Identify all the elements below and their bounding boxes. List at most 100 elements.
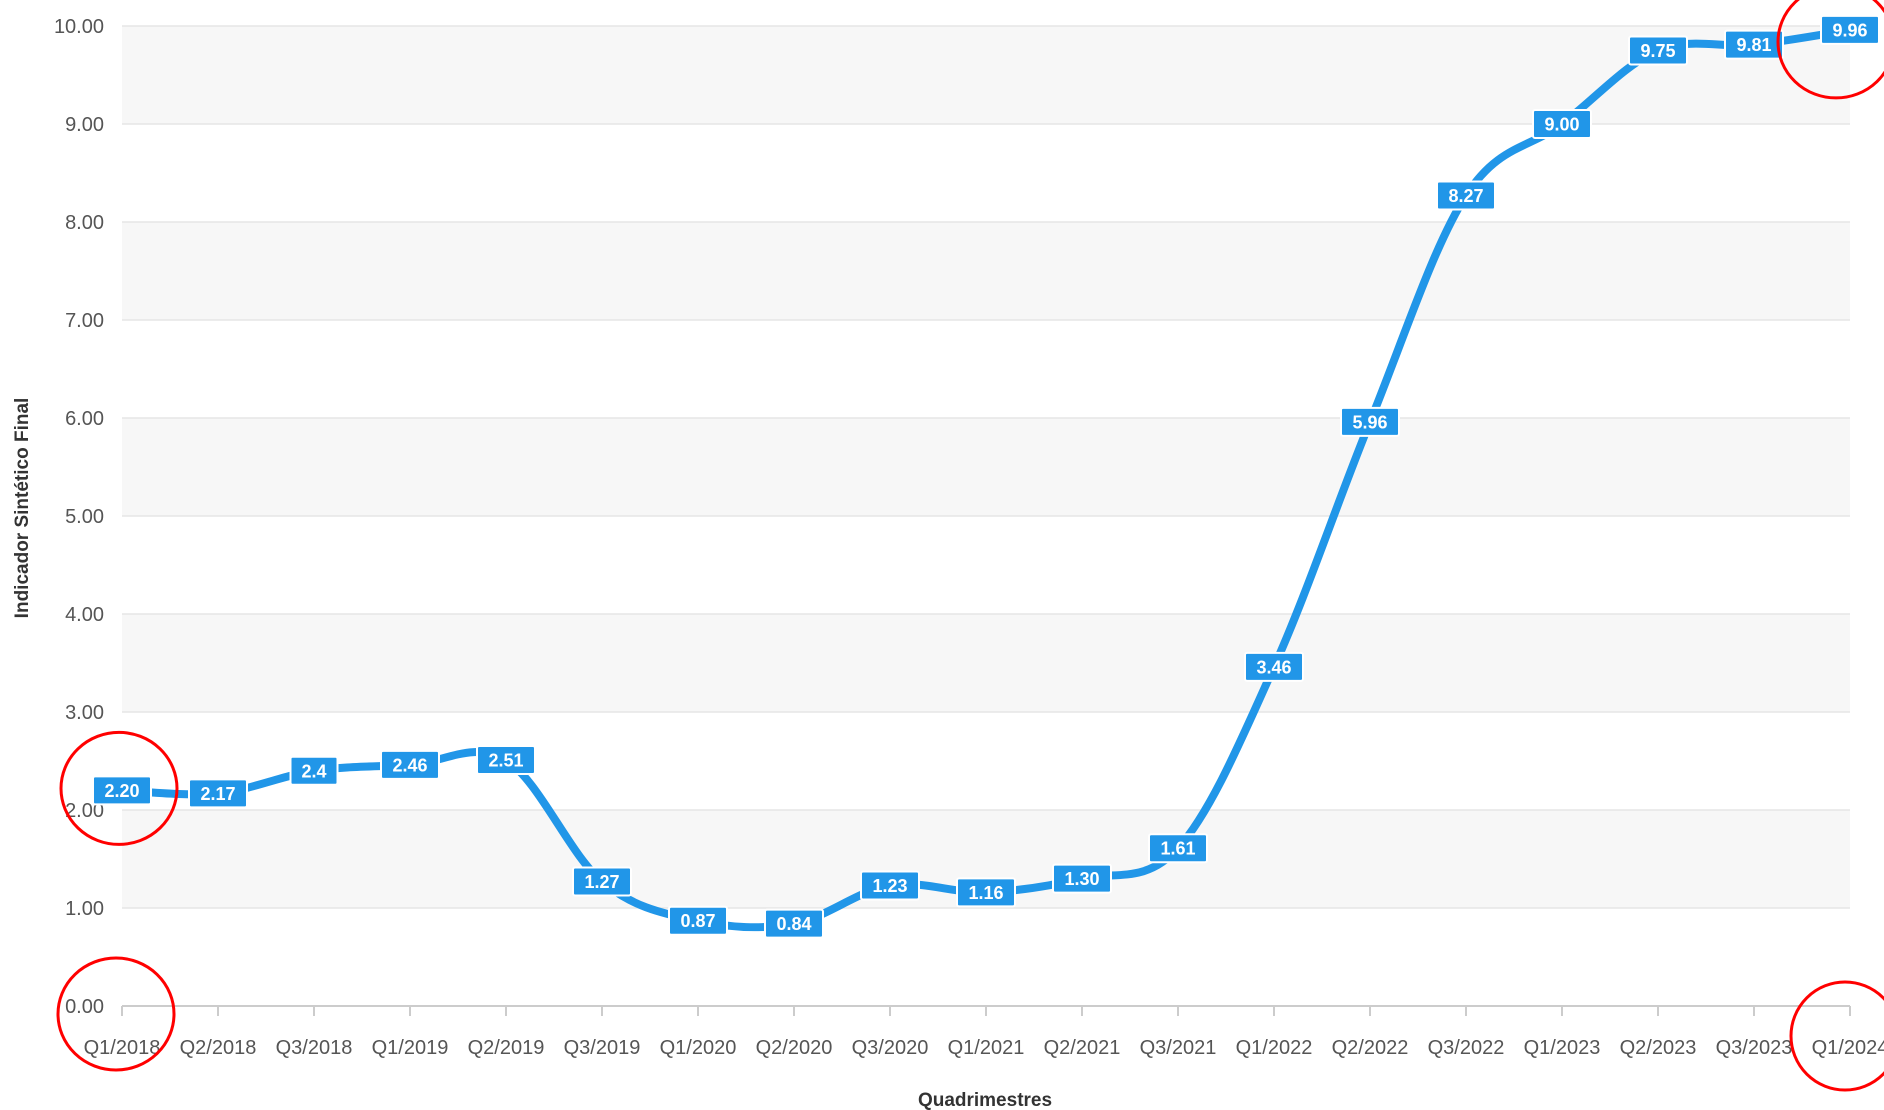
plot-band — [122, 222, 1850, 320]
data-label-text: 0.84 — [776, 914, 811, 934]
x-axis: Q1/2018 Q2/2018 Q3/2018 Q1/2019 Q2/2019 Q3/20… — [84, 1005, 1884, 1059]
y-tick-label: 7.00 — [65, 310, 104, 332]
y-tick-label: 10.00 — [54, 16, 104, 38]
red-circle-annotation — [59, 730, 179, 846]
data-label-text: 9.96 — [1832, 20, 1867, 40]
y-axis-ticks: 0.00 1.00 2.00 3.00 4.00 5.00 6.00 7.00 8.00 9.00… — [54, 16, 104, 1018]
data-label: 5.96 — [1340, 406, 1400, 437]
data-label-box — [572, 866, 632, 897]
data-label-text: 1.16 — [968, 883, 1003, 903]
plot-band — [122, 26, 1850, 124]
x-tick-label: Q3/2019 — [564, 1037, 641, 1059]
x-tick-label: Q3/2023 — [1716, 1037, 1793, 1059]
x-tick-label: Q1/2018 — [84, 1037, 161, 1059]
data-label-text: 1.30 — [1064, 869, 1099, 889]
data-label-text: 1.27 — [584, 872, 619, 892]
x-tick-label: Q2/2019 — [468, 1037, 545, 1059]
plot-band — [122, 614, 1850, 712]
gridlines — [122, 25, 1850, 1007]
data-label-box — [1436, 180, 1496, 211]
data-label-box — [956, 877, 1016, 908]
data-label: 1.30 — [1052, 863, 1112, 894]
data-label: 3.46 — [1244, 651, 1304, 682]
x-tick-label: Q2/2020 — [756, 1037, 833, 1059]
data-label: 0.87 — [668, 905, 728, 936]
data-label: 8.27 — [1436, 180, 1496, 211]
data-label-text: 9.81 — [1736, 35, 1771, 55]
annotation-circles — [56, 0, 1884, 1092]
data-label: 2.20 — [92, 775, 152, 806]
data-label-box — [764, 908, 824, 939]
data-label-text: 5.96 — [1352, 412, 1387, 432]
data-label-text: 9.00 — [1544, 115, 1579, 135]
data-label-box — [1148, 833, 1208, 864]
x-tick-label: Q1/2021 — [948, 1037, 1025, 1059]
data-label: 2.51 — [476, 745, 536, 776]
data-label: 9.75 — [1628, 35, 1688, 66]
red-circle-annotation — [1789, 980, 1884, 1092]
data-label: 1.23 — [860, 870, 920, 901]
x-tick-label: Q1/2023 — [1524, 1037, 1601, 1059]
data-label-box — [92, 775, 152, 806]
data-label-text: 2.17 — [200, 784, 235, 804]
y-tick-label: 0.00 — [65, 996, 104, 1018]
x-axis-title: Quadrimestres — [918, 1090, 1052, 1110]
x-tick-label: Q1/2020 — [660, 1037, 737, 1059]
data-label-box — [1244, 651, 1304, 682]
x-tick-label: Q2/2022 — [1332, 1037, 1409, 1059]
data-label-box — [1628, 35, 1688, 66]
data-label-box — [289, 755, 339, 786]
data-label-box — [188, 778, 248, 809]
data-label: 9.96 — [1820, 14, 1880, 45]
data-label: 2.17 — [188, 778, 248, 809]
x-tick-label: Q3/2021 — [1140, 1037, 1217, 1059]
x-tick-label: Q1/2019 — [372, 1037, 449, 1059]
data-label: 1.61 — [1148, 833, 1208, 864]
data-label: 1.16 — [956, 877, 1016, 908]
data-label: 1.27 — [572, 866, 632, 897]
x-tick-label: Q1/2024 — [1812, 1037, 1884, 1059]
data-label-text: 3.46 — [1256, 657, 1291, 677]
red-circle-annotation — [56, 956, 176, 1072]
y-tick-label: 5.00 — [65, 506, 104, 528]
x-tick-label: Q3/2020 — [852, 1037, 929, 1059]
y-tick-label: 6.00 — [65, 408, 104, 430]
plot-bands — [122, 26, 1850, 908]
data-label-box — [1532, 109, 1592, 139]
data-label-text: 0.87 — [680, 911, 715, 931]
y-tick-label: 3.00 — [65, 702, 104, 724]
x-tick-label: Q3/2018 — [276, 1037, 353, 1059]
x-tick-label: Q1/2022 — [1236, 1037, 1313, 1059]
y-tick-label: 2.00 — [65, 800, 104, 822]
data-label-text: 9.75 — [1640, 41, 1675, 61]
x-tick-label: Q3/2022 — [1428, 1037, 1505, 1059]
data-labels: 2.20 2.17 2.4 2.46 2.51 1.27 0.87 0.84 1.23 1.16 1… — [92, 14, 1880, 939]
data-label-text: 2.51 — [488, 751, 523, 771]
data-label-box — [380, 749, 440, 780]
data-label: 2.4 — [289, 755, 339, 786]
y-tick-label: 9.00 — [65, 114, 104, 136]
data-label-box — [1340, 406, 1400, 437]
red-circle-annotation — [1776, 0, 1884, 100]
y-tick-label: 4.00 — [65, 604, 104, 626]
data-label-box — [668, 905, 728, 936]
plot-band — [122, 418, 1850, 516]
data-label-text: 8.27 — [1448, 186, 1483, 206]
y-tick-label: 1.00 — [65, 898, 104, 920]
data-label-box — [1724, 29, 1784, 60]
data-label-text: 2.46 — [392, 755, 427, 775]
y-tick-label: 8.00 — [65, 212, 104, 234]
data-label-text: 2.20 — [104, 781, 139, 801]
y-axis-title: Indicador Sintético Final — [12, 398, 33, 619]
data-label-box — [860, 870, 920, 901]
data-label-box — [476, 745, 536, 776]
x-tick-label: Q2/2018 — [180, 1037, 257, 1059]
data-label-text: 1.23 — [872, 876, 907, 896]
data-label: 9.81 — [1724, 29, 1784, 60]
data-label: 0.84 — [764, 908, 824, 939]
data-label-box — [1052, 863, 1112, 894]
data-label-text: 2.4 — [301, 761, 326, 781]
data-label: 2.46 — [380, 749, 440, 780]
